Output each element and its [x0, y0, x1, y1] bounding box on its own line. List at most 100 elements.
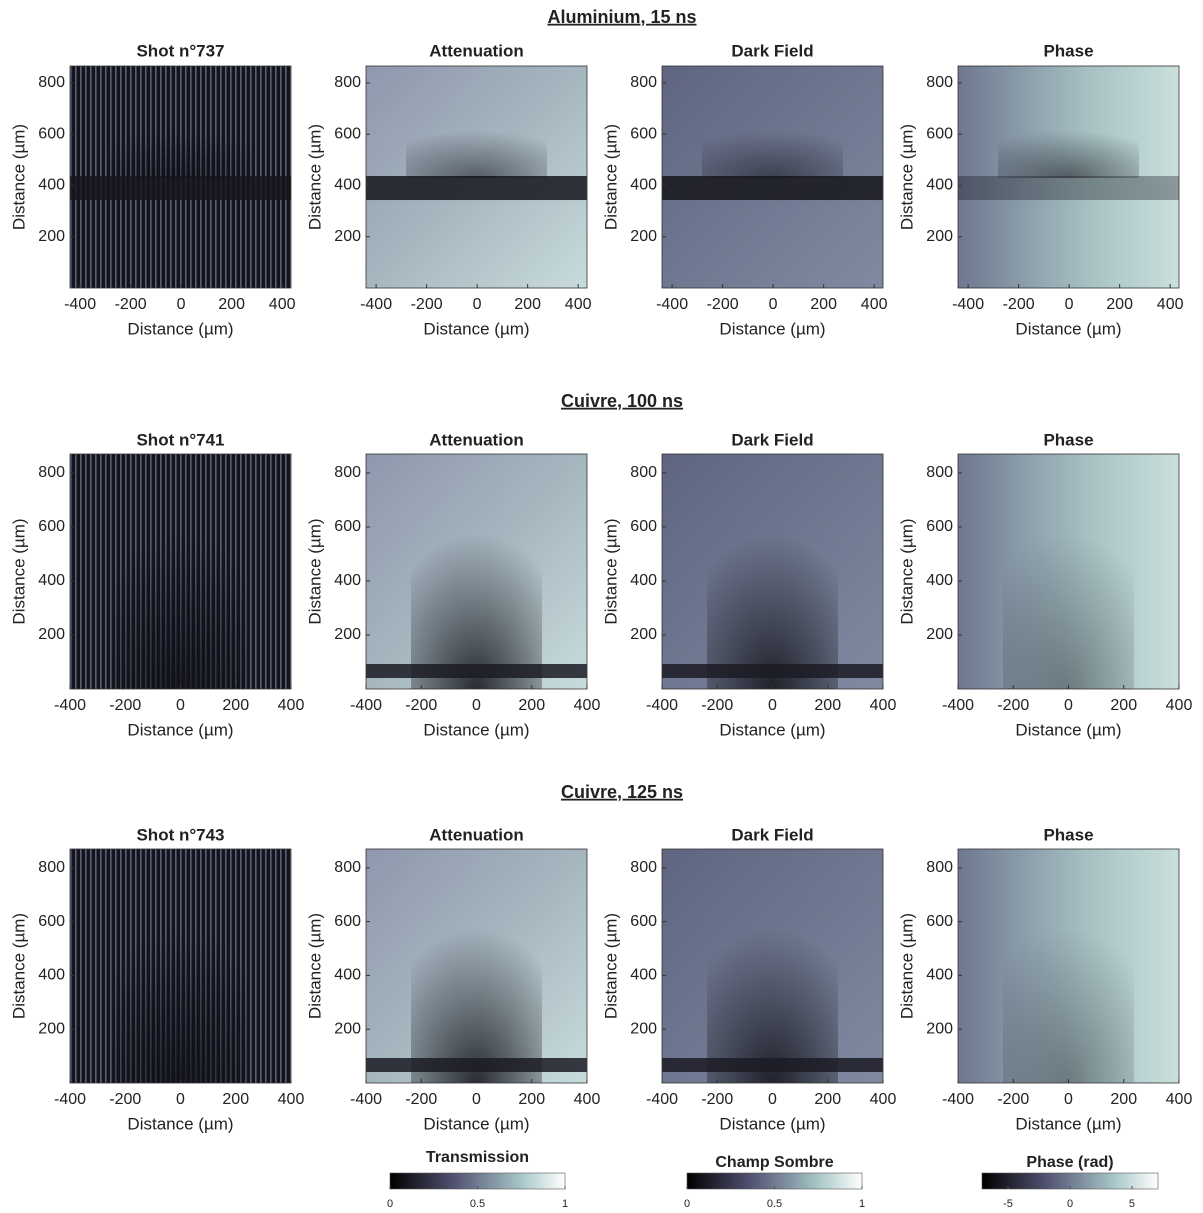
row-title: Cuivre, 125 ns — [561, 782, 683, 802]
y-tick-label: 800 — [38, 74, 65, 91]
panel-title: Dark Field — [731, 41, 813, 60]
y-tick-label: 200 — [926, 228, 953, 245]
x-tick-label: -400 — [952, 296, 984, 313]
y-tick-label: 800 — [926, 74, 953, 91]
x-tick-label: 400 — [278, 697, 305, 714]
panel-title: Attenuation — [429, 41, 523, 60]
y-tick-label: 200 — [38, 228, 65, 245]
panel-title: Attenuation — [429, 430, 523, 449]
x-tick-label: 0 — [472, 1091, 481, 1108]
x-tick-label: -200 — [405, 1091, 437, 1108]
x-tick-label: -400 — [656, 296, 688, 313]
y-tick-label: 400 — [38, 967, 65, 984]
plume — [702, 118, 843, 179]
plume — [110, 118, 251, 179]
x-axis-label: Distance (µm) — [127, 720, 233, 739]
y-tick-label: 800 — [334, 859, 361, 876]
y-tick-label: 800 — [926, 859, 953, 876]
colorbar-tick-label: -5 — [1003, 1198, 1013, 1210]
y-tick-label: 600 — [926, 913, 953, 930]
x-tick-label: -400 — [350, 1091, 382, 1108]
y-tick-label: 400 — [926, 177, 953, 194]
y-tick-label: 400 — [334, 177, 361, 194]
plume — [998, 118, 1139, 179]
colorbar-tick-label: 0.5 — [470, 1198, 485, 1210]
plume — [1003, 889, 1134, 1083]
x-tick-label: -400 — [942, 697, 974, 714]
x-axis-label: Distance (µm) — [127, 319, 233, 338]
x-tick-label: 200 — [518, 1091, 545, 1108]
x-tick-label: 200 — [218, 296, 245, 313]
x-axis-label: Distance (µm) — [423, 720, 529, 739]
x-tick-label: 200 — [1110, 1091, 1137, 1108]
colorbar-label: Transmission — [426, 1149, 529, 1166]
plume — [406, 118, 547, 179]
y-tick-label: 600 — [630, 518, 657, 535]
colorbar-tick-label: 0 — [684, 1198, 690, 1210]
y-tick-label: 400 — [926, 572, 953, 589]
x-tick-label: -400 — [54, 1091, 86, 1108]
x-tick-label: -400 — [942, 1091, 974, 1108]
colorbar-tick-label: 1 — [859, 1198, 865, 1210]
y-axis-label: Distance (µm) — [601, 913, 620, 1019]
y-tick-label: 200 — [334, 626, 361, 643]
x-tick-label: 400 — [1166, 697, 1193, 714]
plume — [1003, 494, 1134, 689]
y-tick-label: 800 — [630, 464, 657, 481]
colorbar-label: Champ Sombre — [715, 1154, 833, 1171]
y-axis-label: Distance (µm) — [897, 518, 916, 624]
y-tick-label: 200 — [38, 626, 65, 643]
y-tick-label: 600 — [38, 913, 65, 930]
x-tick-label: 200 — [814, 697, 841, 714]
y-tick-label: 200 — [630, 1020, 657, 1037]
y-tick-label: 200 — [926, 1020, 953, 1037]
x-tick-label: 0 — [1064, 697, 1073, 714]
colorbar-tick-label: 0 — [1067, 1198, 1073, 1210]
y-tick-label: 600 — [334, 125, 361, 142]
base-band — [662, 1058, 883, 1072]
axes-frame — [69, 65, 292, 289]
y-axis-label: Distance (µm) — [897, 124, 916, 230]
x-tick-label: -400 — [646, 1091, 678, 1108]
y-axis-label: Distance (µm) — [897, 913, 916, 1019]
panel-title: Shot n°743 — [136, 825, 224, 844]
x-axis-label: Distance (µm) — [719, 319, 825, 338]
x-tick-label: -200 — [115, 296, 147, 313]
y-tick-label: 600 — [38, 518, 65, 535]
colorbar-label: Phase (rad) — [1026, 1154, 1113, 1171]
x-tick-label: -200 — [701, 697, 733, 714]
x-tick-label: 0 — [1064, 1091, 1073, 1108]
plume — [115, 889, 246, 1083]
panel-title: Phase — [1043, 825, 1093, 844]
y-tick-label: 600 — [926, 518, 953, 535]
plume — [411, 889, 542, 1083]
colorbar-tick-label: 5 — [1129, 1198, 1135, 1210]
dark-band — [366, 176, 587, 201]
panel-title: Attenuation — [429, 825, 523, 844]
y-tick-label: 400 — [630, 967, 657, 984]
y-tick-label: 200 — [334, 1020, 361, 1037]
x-tick-label: -400 — [54, 697, 86, 714]
x-tick-label: -400 — [350, 697, 382, 714]
y-tick-label: 400 — [926, 967, 953, 984]
base-band — [366, 1058, 587, 1072]
x-axis-label: Distance (µm) — [127, 1114, 233, 1133]
y-axis-label: Distance (µm) — [305, 124, 324, 230]
x-tick-label: -400 — [360, 296, 392, 313]
base-band — [662, 664, 883, 678]
x-tick-label: 400 — [1157, 296, 1184, 313]
x-tick-label: 400 — [269, 296, 296, 313]
y-tick-label: 800 — [38, 464, 65, 481]
x-tick-label: -200 — [1003, 296, 1035, 313]
panel-title: Dark Field — [731, 825, 813, 844]
x-tick-label: 200 — [222, 1091, 249, 1108]
x-tick-label: 0 — [768, 697, 777, 714]
x-axis-label: Distance (µm) — [719, 720, 825, 739]
row-title: Cuivre, 100 ns — [561, 391, 683, 411]
y-tick-label: 400 — [630, 572, 657, 589]
colorbar-tick-label: 0.5 — [767, 1198, 782, 1210]
x-tick-label: -200 — [109, 1091, 141, 1108]
axes-frame — [661, 65, 884, 289]
